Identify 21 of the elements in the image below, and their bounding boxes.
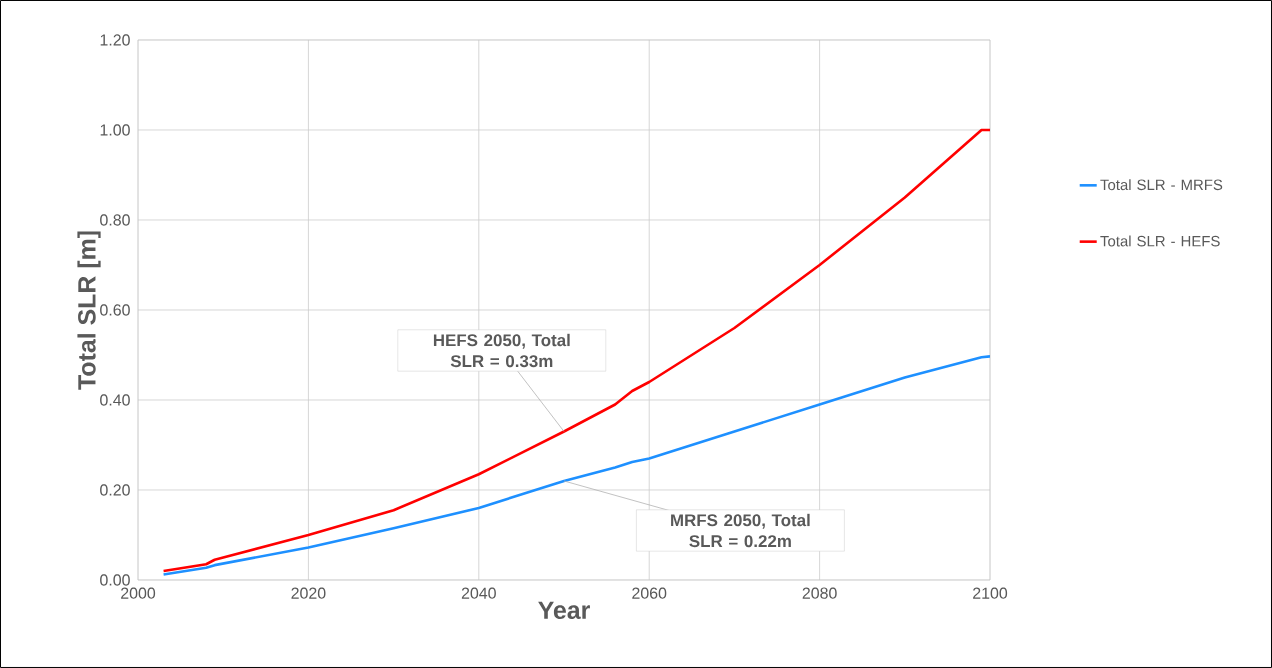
y-tick-label: 1.20: [100, 34, 130, 46]
y-tick-label: 0.60: [100, 304, 130, 316]
annotation: HEFS 2050, Total SLR = 0.33m: [433, 333, 570, 368]
y-tick-label: 0.00: [100, 574, 130, 586]
x-tick-label: 2040: [461, 587, 496, 599]
legend-label: Total SLR - MRFS: [1100, 179, 1223, 191]
x-axis-title: Year: [538, 601, 590, 620]
line-series: [162, 355, 991, 576]
line-series: [162, 128, 991, 573]
y-axis-title: Total SLR [m]: [77, 231, 101, 390]
y-tick-label: 0.20: [100, 484, 130, 496]
x-tick-label: 2080: [802, 587, 837, 599]
legend-label: Total SLR - HEFS: [1100, 235, 1220, 247]
x-tick-label: 2100: [973, 587, 1008, 599]
x-tick-label: 2060: [632, 587, 667, 599]
annotation: MRFS 2050, Total SLR = 0.22m: [671, 513, 810, 548]
y-tick-label: 0.40: [100, 394, 130, 406]
x-tick-label: 2000: [121, 587, 156, 599]
x-tick-label: 2020: [291, 587, 326, 599]
y-tick-label: 0.80: [100, 214, 130, 226]
y-tick-label: 1.00: [100, 124, 130, 136]
